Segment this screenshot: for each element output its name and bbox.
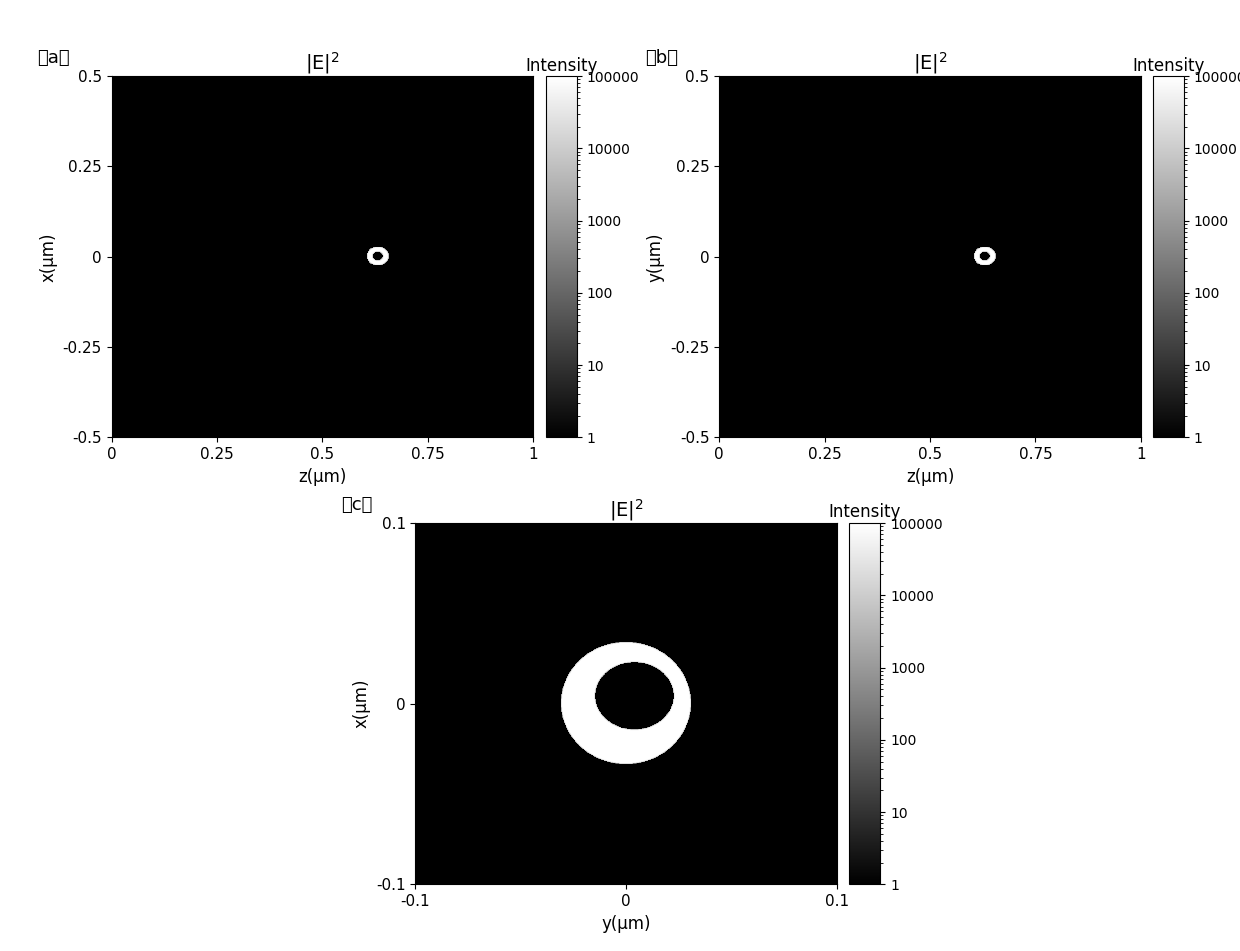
X-axis label: z(μm): z(μm) bbox=[298, 468, 347, 486]
Text: （b）: （b） bbox=[645, 49, 678, 67]
X-axis label: y(μm): y(μm) bbox=[601, 915, 651, 933]
Title: Intensity: Intensity bbox=[1132, 56, 1205, 74]
Y-axis label: y(μm): y(μm) bbox=[647, 232, 665, 281]
Title: Intensity: Intensity bbox=[828, 503, 901, 521]
Y-axis label: x(μm): x(μm) bbox=[40, 232, 57, 281]
Y-axis label: x(μm): x(μm) bbox=[352, 679, 371, 728]
Title: |E|$^2$: |E|$^2$ bbox=[305, 50, 340, 76]
Title: |E|$^2$: |E|$^2$ bbox=[609, 497, 644, 523]
X-axis label: z(μm): z(μm) bbox=[905, 468, 955, 486]
Text: （c）: （c） bbox=[341, 495, 372, 514]
Text: （a）: （a） bbox=[37, 49, 69, 67]
Title: |E|$^2$: |E|$^2$ bbox=[913, 50, 947, 76]
Title: Intensity: Intensity bbox=[525, 56, 598, 74]
